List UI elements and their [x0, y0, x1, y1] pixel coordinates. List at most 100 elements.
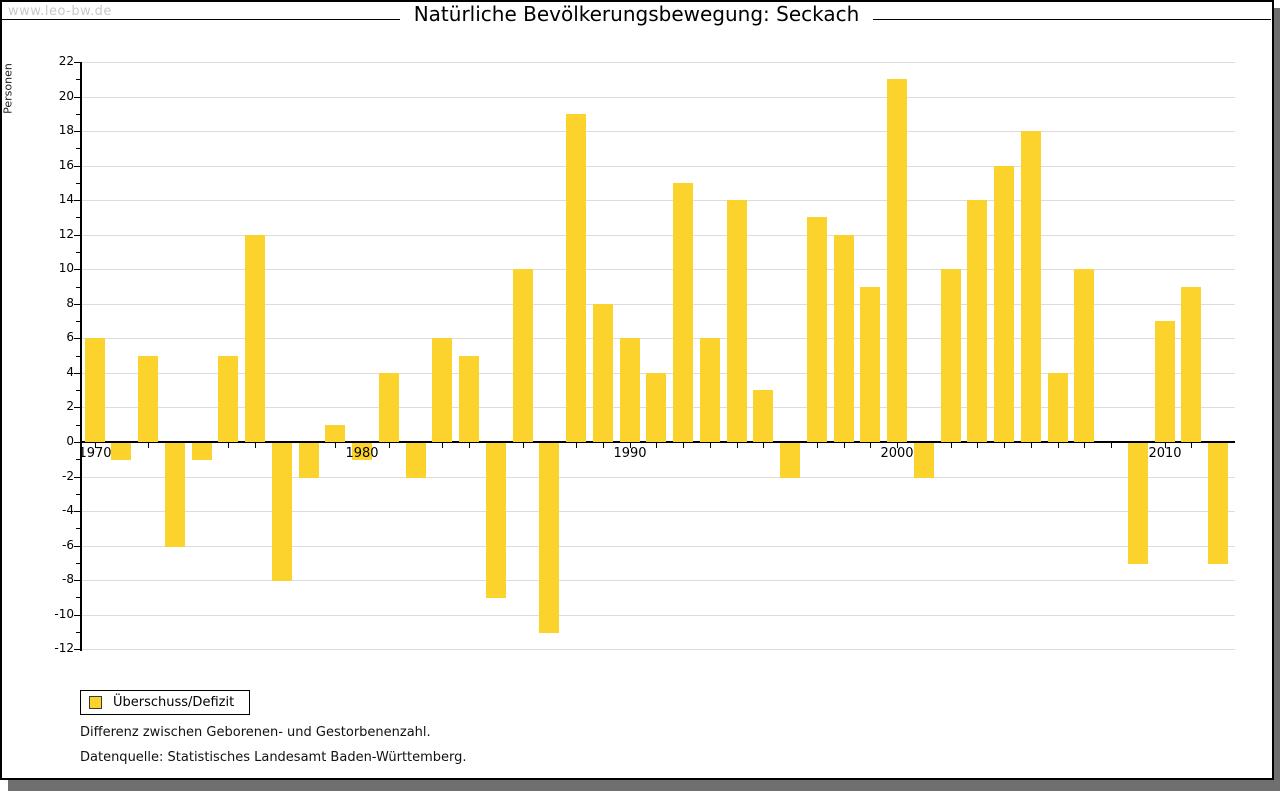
y-axis-tick-3 [76, 390, 80, 391]
x-axis-tick-1986 [523, 443, 524, 448]
y-axis-tick-15 [76, 183, 80, 184]
y-axis-tick--3 [76, 494, 80, 495]
gridline--12 [81, 649, 1235, 650]
legend: Überschuss/Defizit [80, 690, 250, 715]
y-axis-tick-16 [74, 166, 80, 167]
y-axis-tick-22 [74, 62, 80, 63]
y-axis-tick-label-0: 0 [66, 434, 74, 448]
y-axis-tick--5 [76, 528, 80, 529]
x-axis-tick-1970 [95, 443, 96, 448]
y-axis-line [80, 62, 82, 651]
bar-1973 [165, 443, 185, 547]
y-axis-tick--8 [74, 580, 80, 581]
bar-1998 [834, 235, 854, 442]
y-axis-tick-14 [74, 200, 80, 201]
bar-1985 [486, 443, 506, 598]
y-axis-tick-label-22: 22 [58, 54, 74, 68]
y-axis-tick-label--10: -10 [54, 607, 74, 621]
gridline--6 [81, 546, 1235, 547]
x-axis-tick-1979 [335, 443, 336, 448]
y-axis-tick--10 [74, 615, 80, 616]
y-axis-tick-19 [76, 114, 80, 115]
x-axis-tick-2007 [1084, 443, 1085, 448]
y-axis-tick-label--2: -2 [62, 469, 74, 483]
gridline--4 [81, 511, 1235, 512]
x-axis-tick-1989 [603, 443, 604, 448]
y-axis-tick-21 [76, 79, 80, 80]
x-axis-tick-2010 [1165, 443, 1166, 448]
y-axis-tick--4 [74, 511, 80, 512]
bar-1977 [272, 443, 292, 581]
y-axis-tick-9 [76, 287, 80, 288]
y-axis-tick-label-4: 4 [66, 365, 74, 379]
bar-1980 [352, 443, 372, 460]
x-axis-tick-2000 [897, 443, 898, 448]
y-axis-tick--12 [74, 649, 80, 650]
y-axis-tick-label-18: 18 [58, 123, 74, 137]
y-axis-tick-11 [76, 252, 80, 253]
y-axis-tick-10 [74, 269, 80, 270]
y-axis-tick--6 [74, 546, 80, 547]
bar-1995 [753, 390, 773, 442]
x-axis-tick-1992 [683, 443, 684, 448]
x-axis-year-label-2000: 2000 [880, 446, 914, 461]
x-axis-tick-1972 [148, 443, 149, 448]
x-axis-tick-1991 [656, 443, 657, 448]
bar-1976 [245, 235, 265, 442]
y-axis-tick-label--8: -8 [62, 572, 74, 586]
gridline--10 [81, 615, 1235, 616]
bar-1993 [700, 338, 720, 442]
x-axis-tick-2006 [1058, 443, 1059, 448]
y-axis-tick-label-10: 10 [58, 261, 74, 275]
bar-2003 [967, 200, 987, 442]
y-axis-tick-label-20: 20 [58, 89, 74, 103]
gridline-12 [81, 235, 1235, 236]
bar-1983 [432, 338, 452, 442]
y-axis-tick-5 [76, 356, 80, 357]
gridline-16 [81, 166, 1235, 167]
bar-1999 [860, 287, 880, 442]
gridline-8 [81, 304, 1235, 305]
x-axis-tick-1994 [737, 443, 738, 448]
legend-swatch-icon [89, 696, 102, 709]
gridline-18 [81, 131, 1235, 132]
bar-1987 [539, 443, 559, 633]
page-shadow-bottom [8, 780, 1280, 791]
y-axis-tick--9 [76, 597, 80, 598]
bar-1988 [566, 114, 586, 442]
x-axis-tick-1983 [442, 443, 443, 448]
x-axis-tick-1995 [763, 443, 764, 448]
bar-1981 [379, 373, 399, 442]
y-axis-tick-label-14: 14 [58, 192, 74, 206]
bar-2007 [1074, 269, 1094, 442]
y-axis-tick-7 [76, 321, 80, 322]
note-difference-description: Differenz zwischen Geborenen- und Gestor… [80, 725, 431, 740]
x-axis-tick-1981 [389, 443, 390, 448]
y-axis-tick-20 [74, 97, 80, 98]
x-axis-tick-2004 [1004, 443, 1005, 448]
bar-2006 [1048, 373, 1068, 442]
note-data-source: Datenquelle: Statistisches Landesamt Bad… [80, 750, 467, 765]
bar-1975 [218, 356, 238, 442]
x-axis-tick-2008 [1111, 443, 1112, 448]
y-axis-tick--2 [74, 477, 80, 478]
x-axis-year-label-1980: 1980 [345, 446, 379, 461]
y-axis-tick-label-2: 2 [66, 399, 74, 413]
bar-1970 [85, 338, 105, 442]
y-axis-tick-label-12: 12 [58, 227, 74, 241]
y-axis-tick-0 [74, 442, 80, 443]
bar-1978 [299, 443, 319, 478]
chart-title-row: Natürliche Bevölkerungsbewegung: Seckach [0, 2, 1273, 26]
bar-1972 [138, 356, 158, 442]
x-axis-tick-1990 [630, 443, 631, 448]
gridline-6 [81, 338, 1235, 339]
bar-2012 [1208, 443, 1228, 564]
bar-2002 [941, 269, 961, 442]
y-axis-tick--7 [76, 563, 80, 564]
bar-1994 [727, 200, 747, 442]
bar-1997 [807, 217, 827, 442]
y-axis-tick-label--12: -12 [54, 641, 74, 655]
bar-1986 [513, 269, 533, 442]
x-axis-tick-2002 [951, 443, 952, 448]
